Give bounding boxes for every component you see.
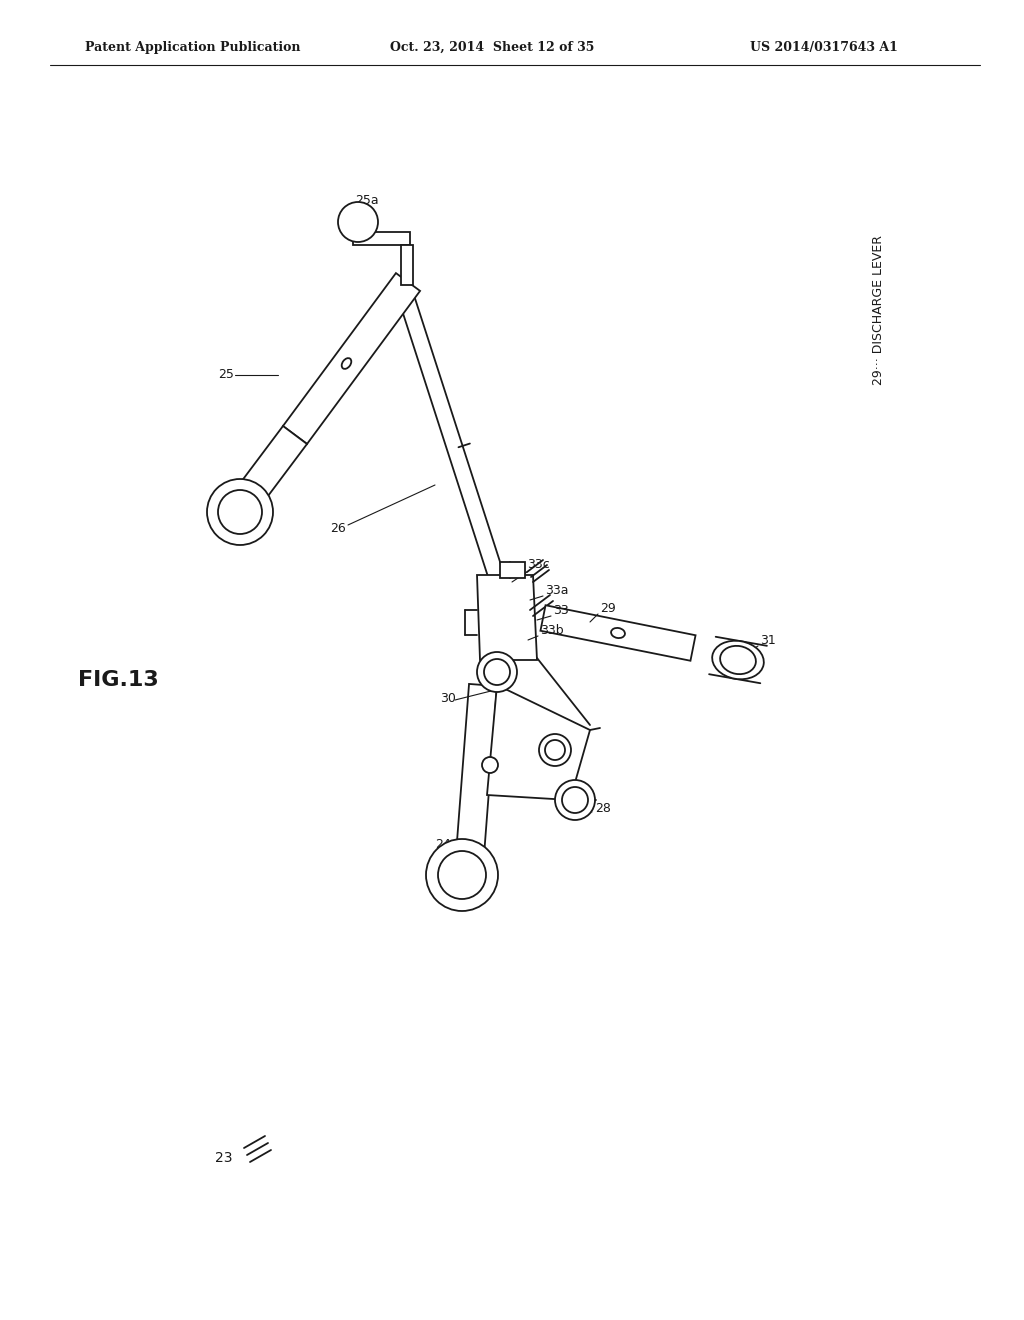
Text: 29: 29 [600, 602, 615, 615]
Polygon shape [353, 232, 410, 246]
Polygon shape [541, 606, 695, 661]
Circle shape [539, 734, 571, 766]
Text: 33: 33 [553, 603, 568, 616]
Text: FIG.13: FIG.13 [78, 671, 159, 690]
Circle shape [545, 741, 565, 760]
Text: 28: 28 [595, 801, 611, 814]
Circle shape [555, 780, 595, 820]
Circle shape [477, 652, 517, 692]
Text: 30: 30 [440, 692, 456, 705]
Text: Oct. 23, 2014  Sheet 12 of 35: Oct. 23, 2014 Sheet 12 of 35 [390, 41, 594, 54]
Ellipse shape [611, 628, 625, 638]
Text: 25a: 25a [355, 194, 379, 206]
Text: 23: 23 [215, 1151, 232, 1166]
Circle shape [218, 490, 262, 535]
Polygon shape [500, 562, 525, 578]
Text: 31: 31 [760, 634, 776, 647]
Text: 26: 26 [330, 521, 346, 535]
Text: 25: 25 [218, 368, 233, 381]
Polygon shape [392, 276, 519, 627]
Circle shape [438, 851, 486, 899]
Polygon shape [477, 576, 537, 660]
Text: 24: 24 [435, 838, 451, 851]
Text: 33c: 33c [527, 558, 550, 572]
Circle shape [207, 479, 273, 545]
Ellipse shape [342, 358, 351, 368]
Circle shape [484, 659, 510, 685]
Circle shape [426, 840, 498, 911]
Polygon shape [401, 246, 413, 285]
Polygon shape [283, 273, 420, 444]
Text: Patent Application Publication: Patent Application Publication [85, 41, 300, 54]
Ellipse shape [712, 640, 764, 680]
Polygon shape [238, 426, 307, 504]
Polygon shape [487, 685, 590, 800]
Text: 33b: 33b [540, 623, 563, 636]
Circle shape [562, 787, 588, 813]
Text: 33a: 33a [545, 583, 568, 597]
Circle shape [338, 202, 378, 242]
Ellipse shape [720, 645, 756, 675]
Circle shape [345, 209, 371, 235]
Polygon shape [456, 684, 497, 857]
Text: US 2014/0317643 A1: US 2014/0317643 A1 [750, 41, 898, 54]
Text: 29··· DISCHARGE LEVER: 29··· DISCHARGE LEVER [871, 235, 885, 385]
Circle shape [482, 756, 498, 774]
